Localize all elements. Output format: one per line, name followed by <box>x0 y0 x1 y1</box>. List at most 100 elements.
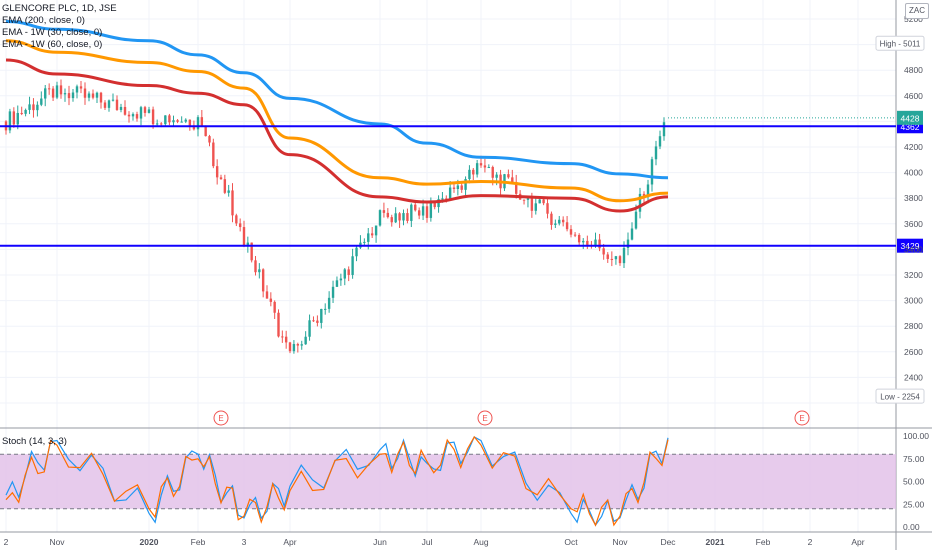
candle-body <box>622 247 626 264</box>
candle-body <box>441 198 444 200</box>
candle-body <box>530 197 534 211</box>
earnings-marker[interactable] <box>794 410 810 426</box>
candle-body <box>284 336 288 343</box>
candle-body <box>40 98 43 105</box>
candle <box>188 119 192 131</box>
price-axis-tick: 5200 <box>904 14 923 24</box>
price-axis-tick: 3800 <box>904 193 923 203</box>
candle-body <box>658 136 662 147</box>
candle-body <box>582 240 585 243</box>
candle-body <box>44 88 47 99</box>
candle <box>261 268 265 298</box>
candle <box>55 81 59 100</box>
earnings-marker[interactable] <box>213 410 229 426</box>
candle-body <box>296 344 300 346</box>
candle-body <box>107 100 111 108</box>
time-axis-tick: 2 <box>4 537 9 547</box>
candle-body <box>448 187 452 199</box>
ema-1w-60-line <box>5 58 669 213</box>
candle-body <box>577 235 581 243</box>
candle-body <box>546 203 549 214</box>
earnings-marker[interactable] <box>477 410 493 426</box>
candle-body <box>8 111 12 131</box>
time-axis-tick: Jun <box>373 537 387 547</box>
candle <box>402 209 405 226</box>
candle-body <box>164 115 167 125</box>
candle <box>51 86 55 102</box>
candle-body <box>227 190 230 193</box>
candle-body <box>327 297 331 309</box>
candle <box>223 174 227 195</box>
candle <box>47 83 51 95</box>
candle <box>67 85 71 106</box>
candle <box>115 95 119 111</box>
currency-badge[interactable]: ZAC <box>905 3 929 19</box>
candle <box>63 88 67 102</box>
candle <box>172 115 175 127</box>
candle-body <box>79 86 83 89</box>
candle-body <box>308 320 311 337</box>
candle <box>99 91 103 109</box>
candle-body <box>386 212 390 218</box>
candle-body <box>606 254 609 259</box>
candle-body <box>151 109 155 125</box>
candle <box>79 81 83 94</box>
time-axis-tick: 2021 <box>706 537 725 547</box>
price-axis-tick: 2400 <box>904 372 923 382</box>
candle-body <box>550 213 553 225</box>
candle-body <box>168 115 171 123</box>
candle <box>119 103 123 113</box>
candle <box>626 232 630 256</box>
candle-body <box>406 213 409 221</box>
candle-body <box>586 240 589 245</box>
candle <box>20 106 23 116</box>
candle-body <box>410 204 413 221</box>
candle-body <box>363 241 366 243</box>
candle <box>374 225 378 243</box>
time-axis-tick: Apr <box>851 537 864 547</box>
candle <box>534 198 537 215</box>
candle-body <box>250 242 253 261</box>
candle <box>654 140 658 166</box>
candle-body <box>324 308 327 310</box>
candle <box>28 96 31 115</box>
candle <box>347 266 350 282</box>
candle-body <box>231 190 234 216</box>
price-axis-tick: 3400 <box>904 244 923 254</box>
stoch-axis-tick: 100.00 <box>903 431 929 441</box>
stoch-axis-tick: 50.00 <box>903 477 925 487</box>
candle-body <box>51 88 55 98</box>
candle-body <box>561 219 565 223</box>
candle-body <box>554 223 557 225</box>
candle <box>83 82 87 105</box>
candle-body <box>339 278 343 281</box>
price-axis-tick: 3000 <box>904 296 923 306</box>
time-axis-tick: Feb <box>756 537 771 547</box>
candle <box>254 255 257 276</box>
candle <box>598 233 601 252</box>
candle <box>123 100 127 116</box>
candle-body <box>91 93 95 98</box>
high-label-box <box>875 35 925 51</box>
candle-body <box>343 269 346 279</box>
candle-body <box>331 286 335 298</box>
candle <box>95 91 99 104</box>
candle-body <box>235 215 238 224</box>
candle <box>208 134 211 147</box>
candle <box>630 222 634 241</box>
time-axis-tick: 2 <box>808 537 813 547</box>
candle <box>522 199 526 205</box>
candle-body <box>475 163 479 175</box>
candle-body <box>292 344 296 352</box>
candle <box>87 91 91 102</box>
candle <box>550 211 553 230</box>
candle <box>410 203 413 228</box>
candle-body <box>238 223 242 228</box>
ema-200-line <box>5 20 669 180</box>
horizontal-line-price-text: 3429 <box>901 241 920 251</box>
candle-body <box>433 201 436 208</box>
candle <box>355 244 358 262</box>
candle-body <box>288 342 292 352</box>
candle-body <box>630 228 634 240</box>
